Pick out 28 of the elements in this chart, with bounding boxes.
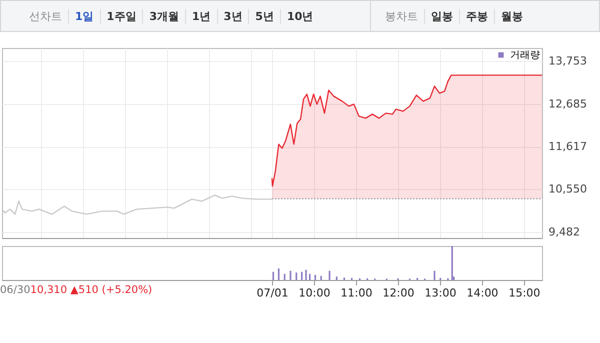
text: 06/30 xyxy=(0,284,30,296)
y-tick-label: 13,753 xyxy=(548,54,587,68)
text: 주봉 xyxy=(459,8,494,24)
text: 선차트 xyxy=(28,8,63,24)
y-tick-label: 11,617 xyxy=(548,140,587,154)
text: 1주일 xyxy=(100,8,142,24)
y-tick-label: 12,685 xyxy=(548,97,587,110)
x-tick-label: 15:00 xyxy=(508,286,540,300)
text: 1년 xyxy=(184,8,217,24)
text: 10년 xyxy=(280,8,320,24)
x-tick-label: 11:00 xyxy=(340,286,372,300)
x-tick-label: 14:00 xyxy=(466,286,498,300)
text: 봉차트 xyxy=(384,8,419,24)
legend-label: 거래량 xyxy=(510,50,540,61)
text: 3개월 xyxy=(142,8,185,24)
line-series xyxy=(1,194,273,215)
text: 일봉 xyxy=(424,8,459,24)
text: 1일 xyxy=(68,8,100,24)
text: 5년 xyxy=(248,8,280,24)
y-tick-label: 10,550 xyxy=(548,182,587,196)
x-tick-label: 10:00 xyxy=(298,286,330,300)
text: 월봉 xyxy=(494,8,529,24)
x-tick-label: 07/01 xyxy=(256,286,288,300)
text: 3년 xyxy=(216,8,248,24)
text: 10,310 ▲510 (+5.20%) xyxy=(30,284,152,296)
y-tick-label: 9,482 xyxy=(548,225,580,238)
x-tick-label: 13:00 xyxy=(424,286,456,300)
x-tick-label: 12:00 xyxy=(382,286,414,300)
